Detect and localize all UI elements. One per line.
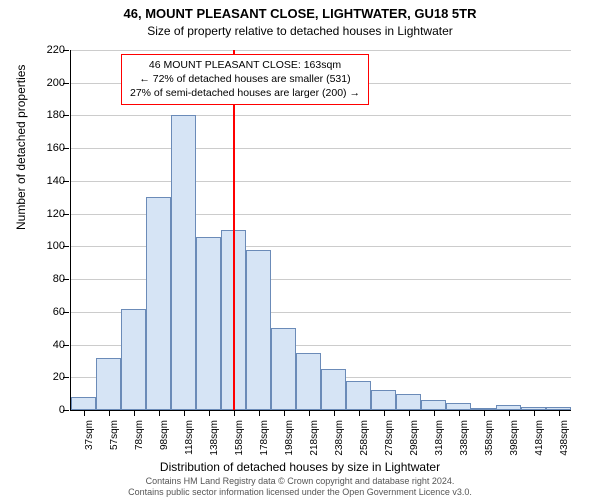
histogram-bar: [96, 358, 121, 410]
x-axis-title: Distribution of detached houses by size …: [0, 460, 600, 474]
histogram-bar: [346, 381, 371, 410]
histogram-bar: [171, 115, 196, 410]
x-tick: [234, 410, 235, 416]
y-axis-title: Number of detached properties: [14, 65, 28, 230]
x-tick: [559, 410, 560, 416]
histogram-bar: [121, 309, 146, 410]
x-tick-label: 338sqm: [459, 420, 470, 460]
gridline: [71, 181, 571, 182]
y-tick-label: 120: [35, 208, 65, 220]
y-tick-label: 0: [35, 404, 65, 416]
histogram-chart: 46, MOUNT PLEASANT CLOSE, LIGHTWATER, GU…: [0, 0, 600, 500]
x-tick: [134, 410, 135, 416]
x-tick-label: 78sqm: [134, 420, 145, 460]
x-tick-label: 37sqm: [84, 420, 95, 460]
x-tick: [309, 410, 310, 416]
y-tick-label: 100: [35, 240, 65, 252]
footer-line: Contains public sector information licen…: [0, 487, 600, 498]
info-box-line: ← 72% of detached houses are smaller (53…: [130, 72, 360, 86]
chart-subtitle: Size of property relative to detached ho…: [0, 24, 600, 38]
x-tick-label: 318sqm: [434, 420, 445, 460]
histogram-bar: [271, 328, 296, 410]
x-tick: [184, 410, 185, 416]
x-tick-label: 138sqm: [209, 420, 220, 460]
y-tick-label: 20: [35, 371, 65, 383]
footer-line: Contains HM Land Registry data © Crown c…: [0, 476, 600, 487]
x-tick: [359, 410, 360, 416]
x-tick: [334, 410, 335, 416]
x-tick-label: 358sqm: [484, 420, 495, 460]
histogram-bar: [246, 250, 271, 410]
y-tick-label: 220: [35, 44, 65, 56]
y-tick-label: 160: [35, 142, 65, 154]
x-tick: [109, 410, 110, 416]
x-tick-label: 298sqm: [409, 420, 420, 460]
histogram-bar: [371, 390, 396, 410]
gridline: [71, 50, 571, 51]
x-tick-label: 218sqm: [309, 420, 320, 460]
info-box-line: 46 MOUNT PLEASANT CLOSE: 163sqm: [130, 58, 360, 72]
x-tick: [484, 410, 485, 416]
chart-title: 46, MOUNT PLEASANT CLOSE, LIGHTWATER, GU…: [0, 6, 600, 21]
x-tick: [434, 410, 435, 416]
x-tick-label: 418sqm: [534, 420, 545, 460]
y-tick-label: 180: [35, 109, 65, 121]
x-tick: [534, 410, 535, 416]
x-tick-label: 438sqm: [559, 420, 570, 460]
x-tick: [209, 410, 210, 416]
x-tick-label: 258sqm: [359, 420, 370, 460]
histogram-bar: [146, 197, 171, 410]
chart-footer: Contains HM Land Registry data © Crown c…: [0, 476, 600, 498]
info-box-line: 27% of semi-detached houses are larger (…: [130, 86, 360, 100]
gridline: [71, 115, 571, 116]
x-tick: [509, 410, 510, 416]
histogram-bar: [396, 394, 421, 410]
x-tick-label: 198sqm: [284, 420, 295, 460]
x-tick-label: 278sqm: [384, 420, 395, 460]
histogram-bar: [71, 397, 96, 410]
x-tick: [409, 410, 410, 416]
y-tick-label: 200: [35, 77, 65, 89]
x-tick-label: 178sqm: [259, 420, 270, 460]
x-tick-label: 98sqm: [159, 420, 170, 460]
x-tick: [384, 410, 385, 416]
y-tick-label: 140: [35, 175, 65, 187]
histogram-bar: [321, 369, 346, 410]
y-tick-label: 80: [35, 273, 65, 285]
histogram-bar: [196, 237, 221, 410]
x-tick-label: 158sqm: [234, 420, 245, 460]
plot-area: 02040608010012014016018020022037sqm57sqm…: [70, 50, 571, 411]
histogram-bar: [421, 400, 446, 410]
x-tick-label: 57sqm: [109, 420, 120, 460]
y-tick-label: 60: [35, 306, 65, 318]
x-tick: [284, 410, 285, 416]
x-tick: [159, 410, 160, 416]
gridline: [71, 148, 571, 149]
histogram-bar: [296, 353, 321, 410]
x-tick: [459, 410, 460, 416]
x-tick: [84, 410, 85, 416]
x-tick-label: 238sqm: [334, 420, 345, 460]
x-tick-label: 118sqm: [184, 420, 195, 460]
y-tick-label: 40: [35, 339, 65, 351]
info-box: 46 MOUNT PLEASANT CLOSE: 163sqm← 72% of …: [121, 54, 369, 105]
x-tick: [259, 410, 260, 416]
x-tick-label: 398sqm: [509, 420, 520, 460]
